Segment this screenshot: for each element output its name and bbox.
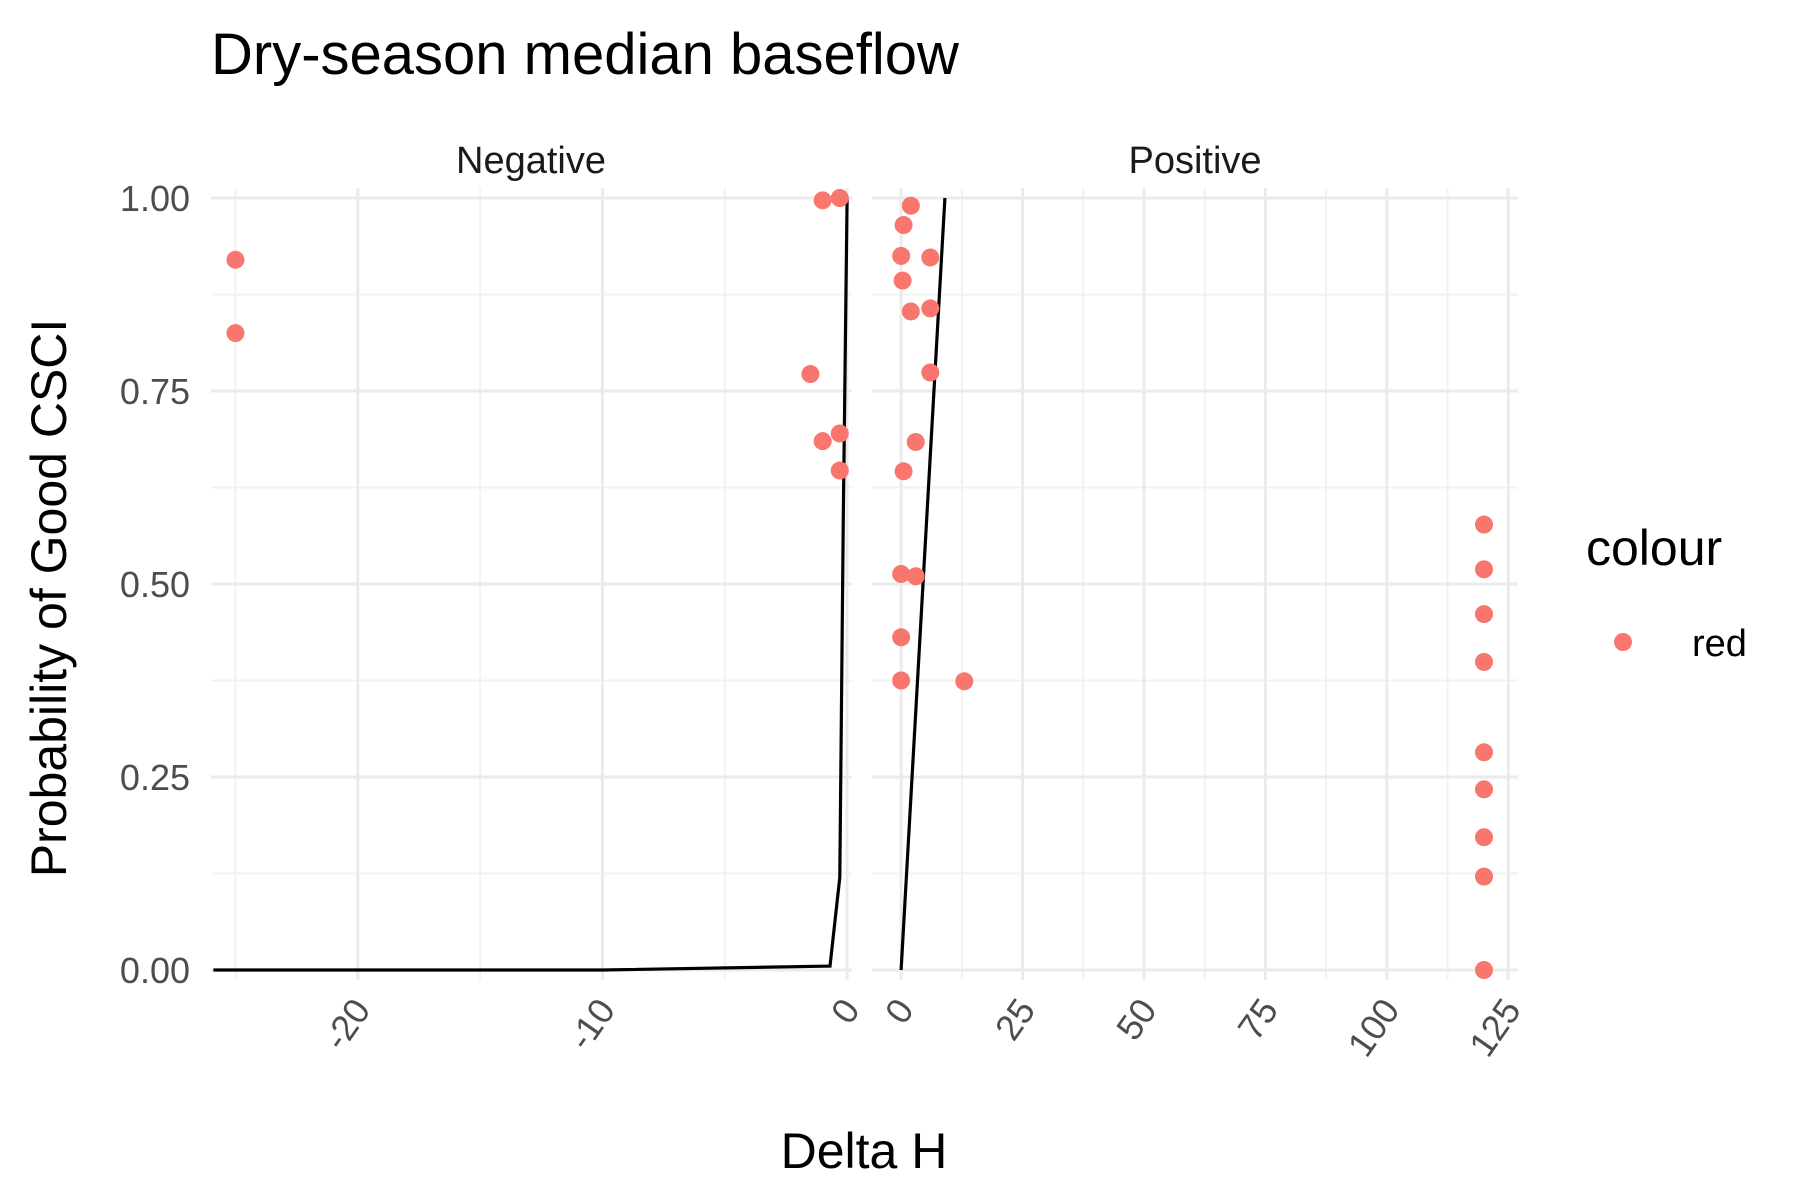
y-tick-label: 0.25: [120, 757, 190, 798]
legend-label-red: red: [1692, 623, 1747, 665]
positive-point-16: [1475, 560, 1493, 579]
panel-strip-positive: Positive: [1128, 140, 1261, 182]
panel-positive-x-ticks: 0 25 50 75 100 125: [877, 991, 1529, 1064]
panel-positive-points: [892, 196, 1493, 979]
positive-point-13: [892, 671, 911, 690]
positive-point-10: [892, 564, 911, 583]
positive-point-23: [1475, 961, 1493, 979]
y-axis-ticks: 0.00 0.25 0.50 0.75 1.00: [120, 178, 190, 991]
panel-positive-fit-line: [899, 197, 947, 971]
negative-fit-line: [213, 197, 849, 972]
x-axis-title: Delta H: [781, 1123, 948, 1179]
positive-point-20: [1475, 780, 1493, 799]
negative-point-7: [830, 461, 849, 480]
panel-negative-x-ticks: -20 -10 0: [315, 991, 868, 1057]
y-tick-label: 0.75: [120, 371, 190, 412]
positive-point-11: [906, 567, 925, 586]
positive-x-tick-label: 125: [1461, 991, 1529, 1064]
positive-point-7: [921, 363, 940, 382]
positive-point-2: [892, 246, 911, 265]
y-tick-label: 1.00: [120, 178, 190, 219]
positive-point-15: [1475, 515, 1493, 534]
legend-title: colour: [1586, 520, 1722, 576]
negative-point-2: [813, 191, 832, 210]
panel-negative: Negative -20 -10 0: [211, 140, 868, 1057]
positive-x-tick-label: 50: [1108, 991, 1165, 1047]
y-axis-title: Probability of Good CSCI: [21, 319, 77, 878]
negative-x-tick-label: -20: [315, 991, 378, 1057]
chart-title: Dry-season median baseflow: [211, 22, 960, 87]
panel-negative-grid: [211, 188, 852, 980]
negative-x-tick-label: 0: [823, 991, 868, 1031]
positive-point-6: [921, 299, 940, 318]
positive-point-18: [1475, 652, 1493, 671]
y-tick-label: 0.50: [120, 564, 190, 605]
negative-x-tick-label: -10: [560, 991, 623, 1057]
y-tick-label: 0.00: [120, 950, 190, 991]
positive-point-1: [894, 216, 913, 235]
panel-strip-negative: Negative: [456, 140, 606, 182]
positive-fit-line: [899, 197, 947, 971]
panel-positive-grid: [872, 188, 1518, 980]
positive-point-21: [1475, 828, 1493, 847]
positive-point-19: [1475, 743, 1493, 762]
panel-negative-fit-line: [213, 197, 849, 972]
negative-point-5: [813, 432, 832, 451]
positive-x-tick-label: 100: [1339, 991, 1407, 1064]
negative-point-3: [830, 189, 849, 207]
positive-point-5: [901, 302, 920, 321]
positive-point-0: [901, 196, 920, 215]
legend: colour red: [1586, 520, 1747, 665]
positive-point-4: [893, 271, 912, 290]
positive-point-17: [1475, 605, 1493, 624]
panel-negative-points: [226, 189, 849, 480]
positive-x-tick-label: 25: [987, 991, 1044, 1047]
negative-point-1: [226, 324, 245, 343]
positive-point-9: [894, 462, 913, 481]
positive-point-8: [906, 432, 925, 451]
negative-point-6: [830, 424, 849, 443]
positive-point-3: [921, 248, 940, 267]
panel-positive: Positive 0 25 50 75 100 125: [872, 140, 1529, 1064]
negative-point-4: [801, 365, 820, 384]
positive-x-tick-label: 75: [1229, 991, 1286, 1047]
legend-key-red: [1614, 633, 1632, 651]
positive-x-tick-label: 0: [877, 991, 922, 1031]
positive-point-14: [955, 672, 974, 691]
positive-point-22: [1475, 867, 1493, 886]
negative-point-0: [226, 250, 245, 269]
positive-point-12: [892, 628, 911, 647]
